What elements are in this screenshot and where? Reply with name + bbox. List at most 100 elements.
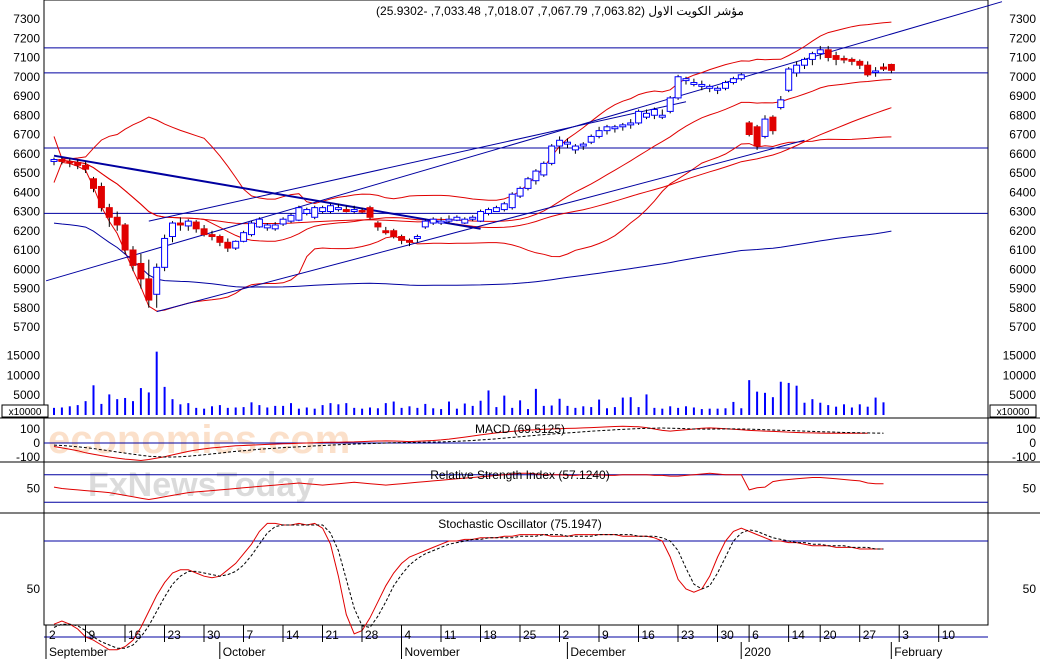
volume-tick-label-left: 10000 <box>7 368 41 382</box>
candle-body <box>674 76 682 99</box>
price-tick-label-right: 6600 <box>1009 147 1036 161</box>
candle-body <box>121 224 129 251</box>
candle-body <box>769 116 777 132</box>
day-tick-label: 25 <box>523 628 537 642</box>
candle-body <box>398 236 406 241</box>
month-tick-label: 2020 <box>744 645 771 659</box>
candle-body <box>571 145 579 151</box>
candle-body <box>90 178 97 189</box>
candle-body <box>714 87 722 91</box>
candle-body <box>224 241 232 249</box>
price-tick-label-right: 6700 <box>1009 128 1036 142</box>
price-tick-label-left: 6700 <box>13 128 40 142</box>
trend-line <box>53 154 481 230</box>
candle-body <box>808 53 816 60</box>
day-tick-label: 16 <box>128 628 142 642</box>
candle-body <box>445 218 453 222</box>
price-tick-label-right: 6400 <box>1009 185 1036 199</box>
rsi-tick-label-left: 50 <box>27 482 41 496</box>
macd-panel <box>44 425 988 462</box>
candlesticks <box>50 45 895 308</box>
candle-body <box>753 126 761 147</box>
price-tick-label-right: 7000 <box>1009 70 1036 84</box>
price-tick-label-left: 6100 <box>13 243 40 257</box>
day-tick-label: 30 <box>207 628 221 642</box>
macd-tick-label-left: -100 <box>16 450 40 464</box>
day-tick-label: 27 <box>863 628 877 642</box>
day-tick-label: 4 <box>405 628 412 642</box>
price-grid <box>44 47 988 214</box>
month-tick-label: February <box>894 645 942 659</box>
candle-body <box>887 63 895 71</box>
price-tick-label-left: 6900 <box>13 89 40 103</box>
candle-body <box>469 216 477 220</box>
candle-body <box>413 236 421 239</box>
candle-body <box>477 211 485 222</box>
volume-bars <box>53 351 885 415</box>
volume-tick-label-left: 5000 <box>13 388 40 402</box>
candle-body <box>840 57 848 61</box>
candle-body <box>824 49 832 58</box>
x-axis: 2 9 16 23 30 7 14 21 28 4 11 18 25 2 9 16 23 30 6 14 20 27 3 10… <box>45 625 956 659</box>
candle-body <box>611 126 619 130</box>
candle-body <box>603 126 611 132</box>
volume-tick-label-right: 5000 <box>1009 388 1036 402</box>
candle-body <box>722 82 729 89</box>
candle-body <box>200 228 208 236</box>
candle-body <box>524 178 532 189</box>
price-tick-label-left: 6400 <box>13 185 40 199</box>
day-tick-label: 23 <box>681 628 695 642</box>
candle-body <box>793 64 801 74</box>
price-tick-label-left: 7000 <box>13 70 40 84</box>
candle-body <box>105 207 113 218</box>
candle-body <box>453 216 461 221</box>
price-tick-label-right: 6800 <box>1009 108 1036 122</box>
candle-body <box>745 122 753 135</box>
macd-tick-label-right: 100 <box>1016 422 1036 436</box>
price-tick-label-right: 6900 <box>1009 89 1036 103</box>
macd-tick-label-right: 0 <box>1029 436 1036 450</box>
candle-body <box>374 222 382 228</box>
candle-body <box>461 218 469 224</box>
candle-body <box>97 185 105 209</box>
candle-body <box>485 209 492 214</box>
candle-body <box>437 220 445 224</box>
bollinger-upper-line <box>53 21 892 205</box>
candle-body <box>508 193 516 209</box>
candle-body <box>82 164 90 170</box>
candle-body <box>145 278 153 301</box>
chart-title: مؤشر الكويت الاول (7,063.82, 7,067.79, 7… <box>376 4 744 18</box>
stochastic-panel <box>44 522 988 651</box>
volume-unit-box <box>1 404 49 418</box>
candle-body <box>516 187 524 197</box>
candle-body <box>698 83 706 87</box>
price-tick-label-right: 6200 <box>1009 224 1036 238</box>
macd-tick-label-left: 100 <box>20 422 40 436</box>
candle-body <box>801 58 808 66</box>
day-tick-label: 20 <box>823 628 837 642</box>
candle-body <box>319 207 327 212</box>
stochastic-label: Stochastic Oscillator (75.1947) <box>438 517 601 531</box>
candle-body <box>287 214 295 222</box>
candle-body <box>532 170 540 182</box>
day-tick-label: 11 <box>444 628 457 642</box>
candle-body <box>271 224 279 230</box>
candle-body <box>176 222 184 226</box>
candle-body <box>856 60 864 66</box>
candle-body <box>303 209 311 214</box>
candle-body <box>556 139 564 147</box>
price-tick-label-left: 6500 <box>13 166 40 180</box>
candle-body <box>342 209 350 212</box>
volume-unit-label: x10000 <box>9 407 42 418</box>
day-tick-label: 14 <box>286 628 300 642</box>
month-tick-label: December <box>570 645 625 659</box>
chart-frame <box>43 0 989 626</box>
volume-tick-label-left: 15000 <box>7 349 41 363</box>
candle-body <box>619 124 627 128</box>
candle-body <box>58 159 66 162</box>
candle-body <box>184 220 192 227</box>
candle-body <box>643 112 650 118</box>
day-tick-label: 10 <box>942 628 956 642</box>
rsi-label: Relative Strength Index (57.1240) <box>430 468 609 482</box>
